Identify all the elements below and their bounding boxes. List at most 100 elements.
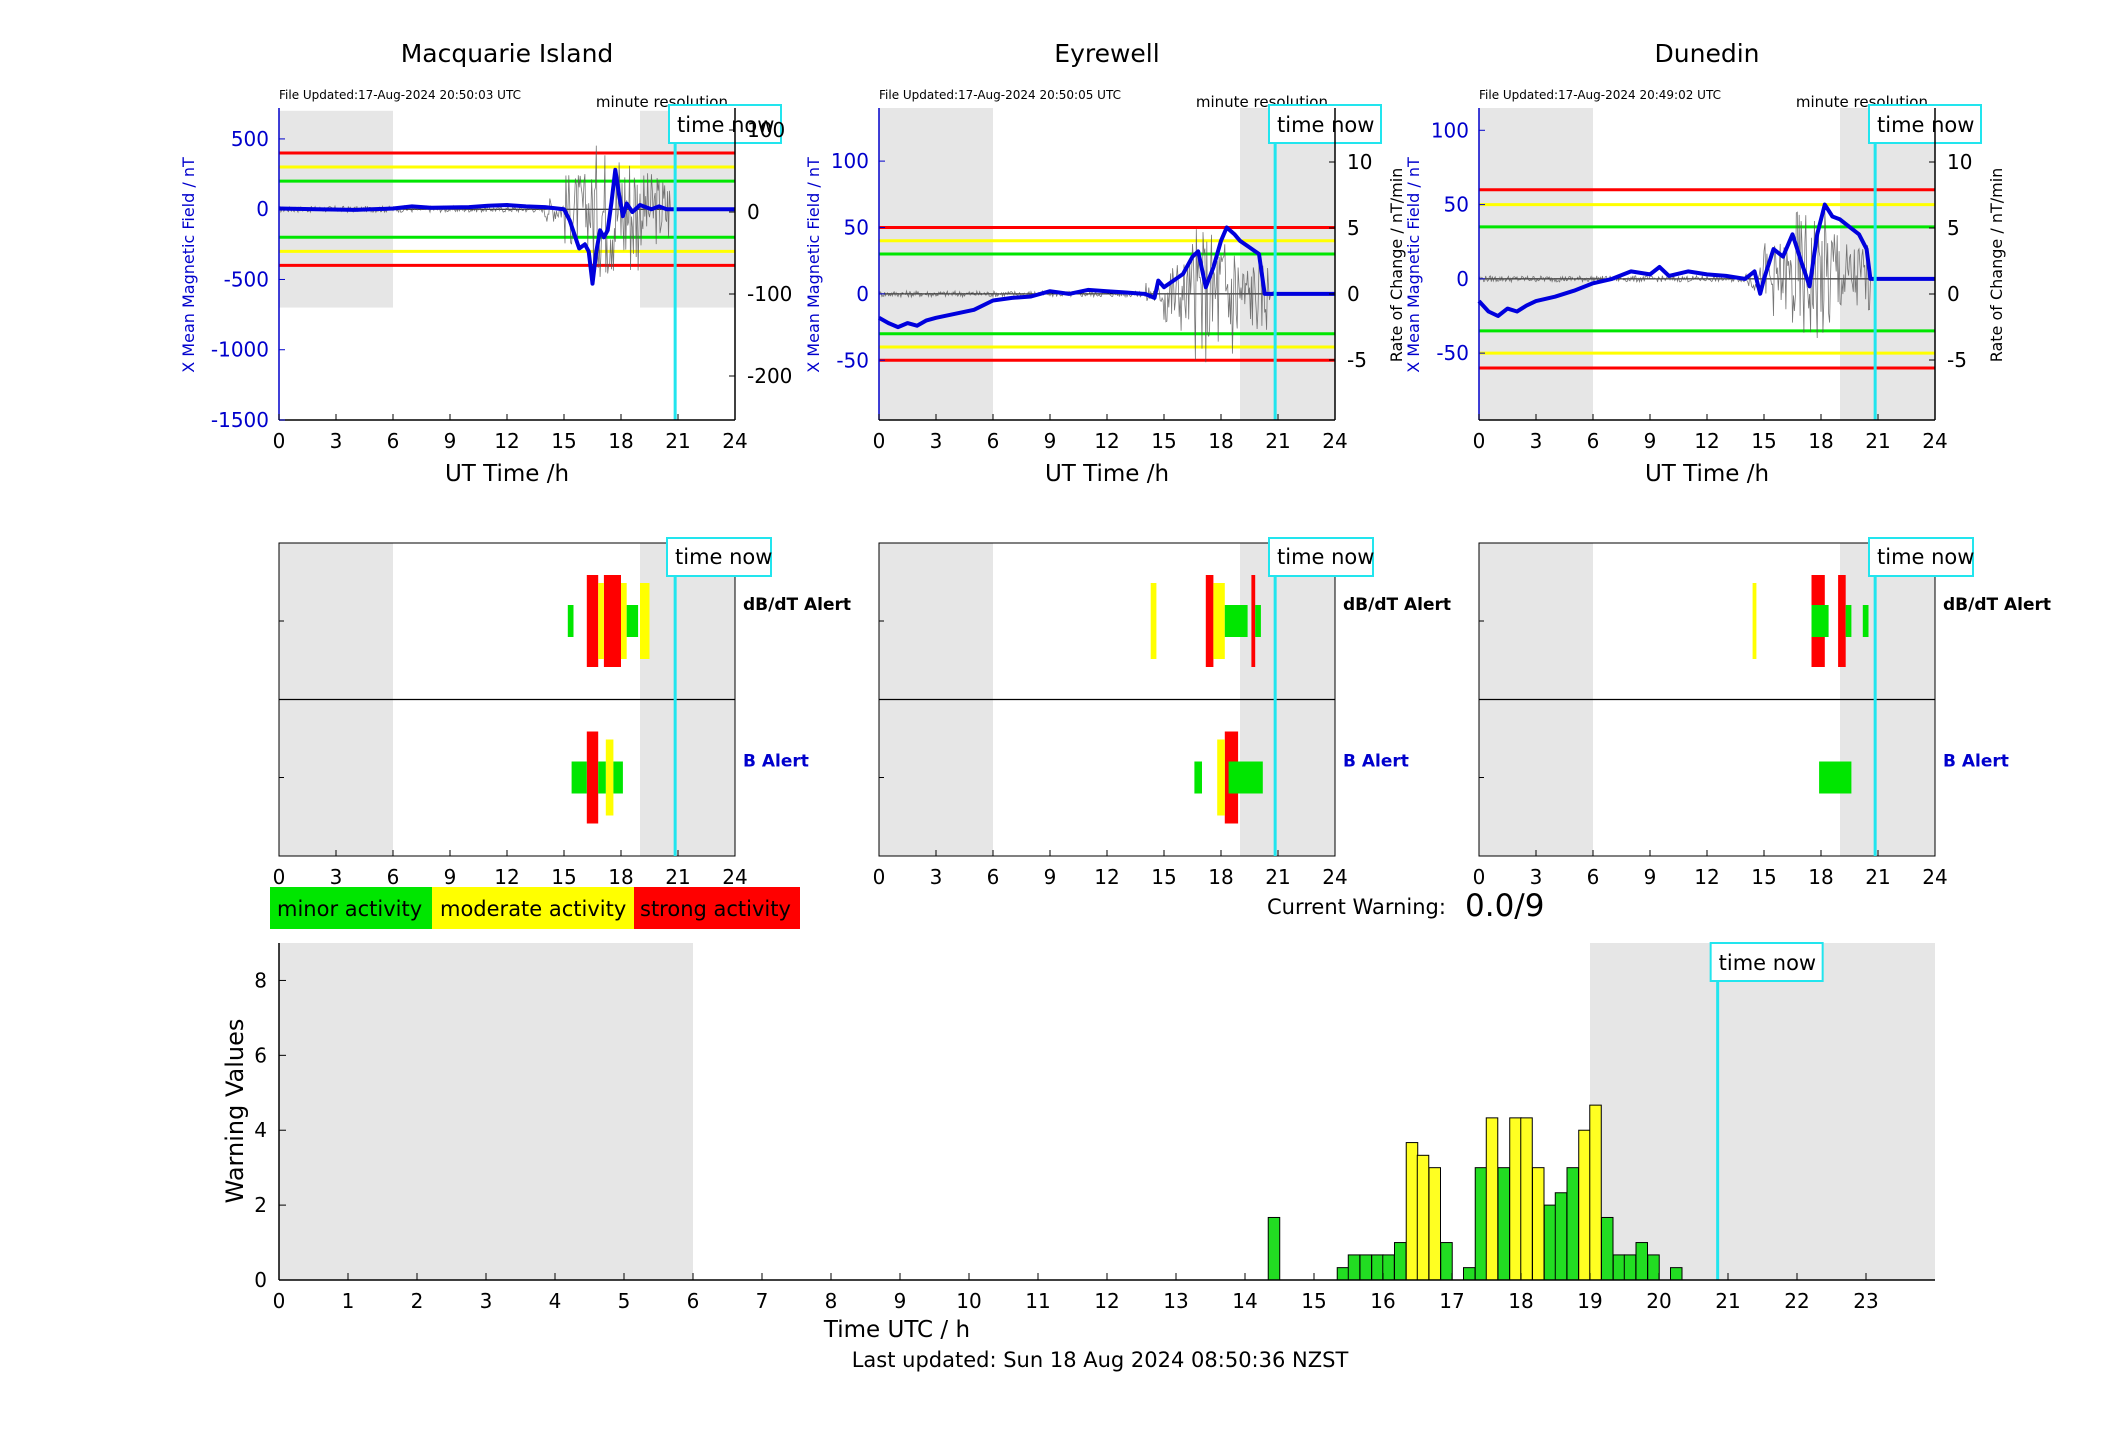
alert-block-strong bbox=[586, 731, 599, 824]
x-tick-label: 11 bbox=[1025, 1289, 1050, 1313]
left-axis-label: X Mean Magnetic Field / nT bbox=[1404, 157, 1423, 373]
alert-time-now-box bbox=[666, 537, 772, 577]
warning-bar bbox=[1267, 1216, 1281, 1281]
alert-x-tick-label: 24 bbox=[722, 865, 747, 889]
warning-bar bbox=[1520, 1117, 1533, 1281]
legend-swatch-moderate bbox=[432, 887, 634, 929]
alert-x-tick-label: 9 bbox=[444, 865, 457, 889]
right-tick-label: 10 bbox=[1947, 150, 1972, 174]
file-updated-label: File Updated:17-Aug-2024 20:49:02 UTC bbox=[1479, 88, 1721, 102]
station-title: Eyrewell bbox=[1054, 39, 1159, 68]
warning-bar bbox=[1462, 1267, 1476, 1281]
x-tick-label: 17 bbox=[1439, 1289, 1464, 1313]
left-tick-label: -1000 bbox=[211, 338, 269, 362]
x-tick-label: 2 bbox=[411, 1289, 424, 1313]
warning-bar bbox=[1600, 1216, 1614, 1281]
warning-bar bbox=[1509, 1117, 1522, 1281]
alert-block-minor bbox=[598, 761, 606, 794]
alert-block-strong bbox=[1205, 575, 1214, 667]
right-axis-label: Rate of Change / nT/min bbox=[1387, 168, 1406, 363]
x-tick-label: 5 bbox=[618, 1289, 631, 1313]
left-tick-label: 500 bbox=[231, 127, 269, 151]
alert-x-tick-label: 3 bbox=[1530, 865, 1543, 889]
time-now-label: time now bbox=[1877, 113, 1974, 137]
x-tick-label: 6 bbox=[687, 1289, 700, 1313]
left-tick-label: -1500 bbox=[211, 408, 269, 432]
right-tick-label: 0 bbox=[747, 200, 760, 224]
alert-x-tick-label: 6 bbox=[1587, 865, 1600, 889]
y-tick-label: 2 bbox=[254, 1193, 267, 1217]
alert-x-tick-label: 18 bbox=[608, 865, 633, 889]
current-warning-value: 0.0/9 bbox=[1465, 888, 1544, 924]
right-axis-label: Rate of Change / nT/min bbox=[1987, 168, 2006, 363]
x-tick-label: 15 bbox=[1751, 429, 1776, 453]
alert-block-moderate bbox=[621, 583, 627, 659]
x-tick-label: 6 bbox=[1587, 429, 1600, 453]
time-now-label: time now bbox=[677, 113, 774, 137]
warning-bar bbox=[1647, 1254, 1660, 1281]
alert-time-now-label: time now bbox=[1877, 545, 1974, 569]
x-tick-label: 12 bbox=[494, 429, 519, 453]
alert-x-tick-label: 12 bbox=[1094, 865, 1119, 889]
shaded-region-left bbox=[879, 108, 993, 420]
x-axis-label: UT Time /h bbox=[445, 461, 569, 487]
x-tick-label: 15 bbox=[1301, 1289, 1326, 1313]
shaded-region-right bbox=[1240, 108, 1335, 420]
alert-block-minor bbox=[567, 605, 574, 637]
x-tick-label: 23 bbox=[1853, 1289, 1878, 1313]
right-tick-label: 10 bbox=[1347, 150, 1372, 174]
station-panel-dunedin: Dunedin File Updated:17-Aug-2024 20:49:02… bbox=[1404, 39, 2051, 889]
x-tick-label: 0 bbox=[1473, 429, 1486, 453]
legend-label-moderate: moderate activity bbox=[440, 897, 626, 921]
warning-bar bbox=[1497, 1167, 1511, 1281]
x-tick-label: 15 bbox=[1151, 429, 1176, 453]
warning-bar bbox=[1428, 1167, 1442, 1281]
station-panel-macquarie-island: Macquarie Island File Updated:17-Aug-2024… bbox=[179, 39, 851, 889]
alert-block-strong bbox=[603, 575, 621, 667]
alert-x-tick-label: 15 bbox=[1151, 865, 1176, 889]
time-now-box bbox=[1868, 104, 1982, 144]
right-tick-label: 5 bbox=[1347, 216, 1360, 240]
alert-block-minor bbox=[1845, 605, 1852, 637]
warning-bar bbox=[1371, 1254, 1384, 1281]
time-now-box bbox=[1268, 104, 1382, 144]
left-axis-label: X Mean Magnetic Field / nT bbox=[179, 157, 198, 373]
left-tick-label: 0 bbox=[256, 197, 269, 221]
alert-block-minor bbox=[613, 761, 623, 794]
alert-time-now-label: time now bbox=[1277, 545, 1374, 569]
y-tick-label: 0 bbox=[254, 1268, 267, 1292]
x-tick-label: 12 bbox=[1694, 429, 1719, 453]
time-now-box bbox=[1709, 942, 1824, 982]
right-tick-label: 0 bbox=[1347, 282, 1360, 306]
alert-x-tick-label: 12 bbox=[494, 865, 519, 889]
alert-block-strong bbox=[1251, 575, 1256, 667]
alert-x-tick-label: 3 bbox=[330, 865, 343, 889]
x-tick-label: 4 bbox=[549, 1289, 562, 1313]
right-tick-label: -5 bbox=[1947, 348, 1967, 372]
y-tick-label: 4 bbox=[254, 1118, 267, 1142]
dbdt-alert-label: dB/dT Alert bbox=[1943, 595, 2051, 615]
alert-x-tick-label: 21 bbox=[1865, 865, 1890, 889]
alert-x-tick-label: 18 bbox=[1208, 865, 1233, 889]
mean-field-series bbox=[1477, 202, 1935, 318]
alert-block-minor bbox=[1230, 605, 1248, 637]
file-updated-label: File Updated:17-Aug-2024 20:50:03 UTC bbox=[279, 88, 521, 102]
x-tick-label: 7 bbox=[756, 1289, 769, 1313]
x-tick-label: 3 bbox=[1530, 429, 1543, 453]
warning-bar bbox=[1623, 1254, 1637, 1281]
warning-bar bbox=[1347, 1254, 1361, 1281]
alert-x-tick-label: 6 bbox=[387, 865, 400, 889]
right-tick-label: 0 bbox=[1947, 282, 1960, 306]
y-tick-label: 6 bbox=[254, 1043, 267, 1067]
x-tick-label: 20 bbox=[1646, 1289, 1671, 1313]
warning-bar bbox=[1440, 1242, 1453, 1281]
x-tick-label: 3 bbox=[480, 1289, 493, 1313]
dbdt-alert-label: dB/dT Alert bbox=[1343, 595, 1451, 615]
alert-block-moderate bbox=[1217, 739, 1225, 816]
left-tick-label: 0 bbox=[1456, 267, 1469, 291]
x-tick-label: 9 bbox=[894, 1289, 907, 1313]
x-tick-label: 15 bbox=[551, 429, 576, 453]
x-axis-label: Time UTC / h bbox=[823, 1317, 970, 1343]
alert-block-moderate bbox=[605, 739, 614, 816]
